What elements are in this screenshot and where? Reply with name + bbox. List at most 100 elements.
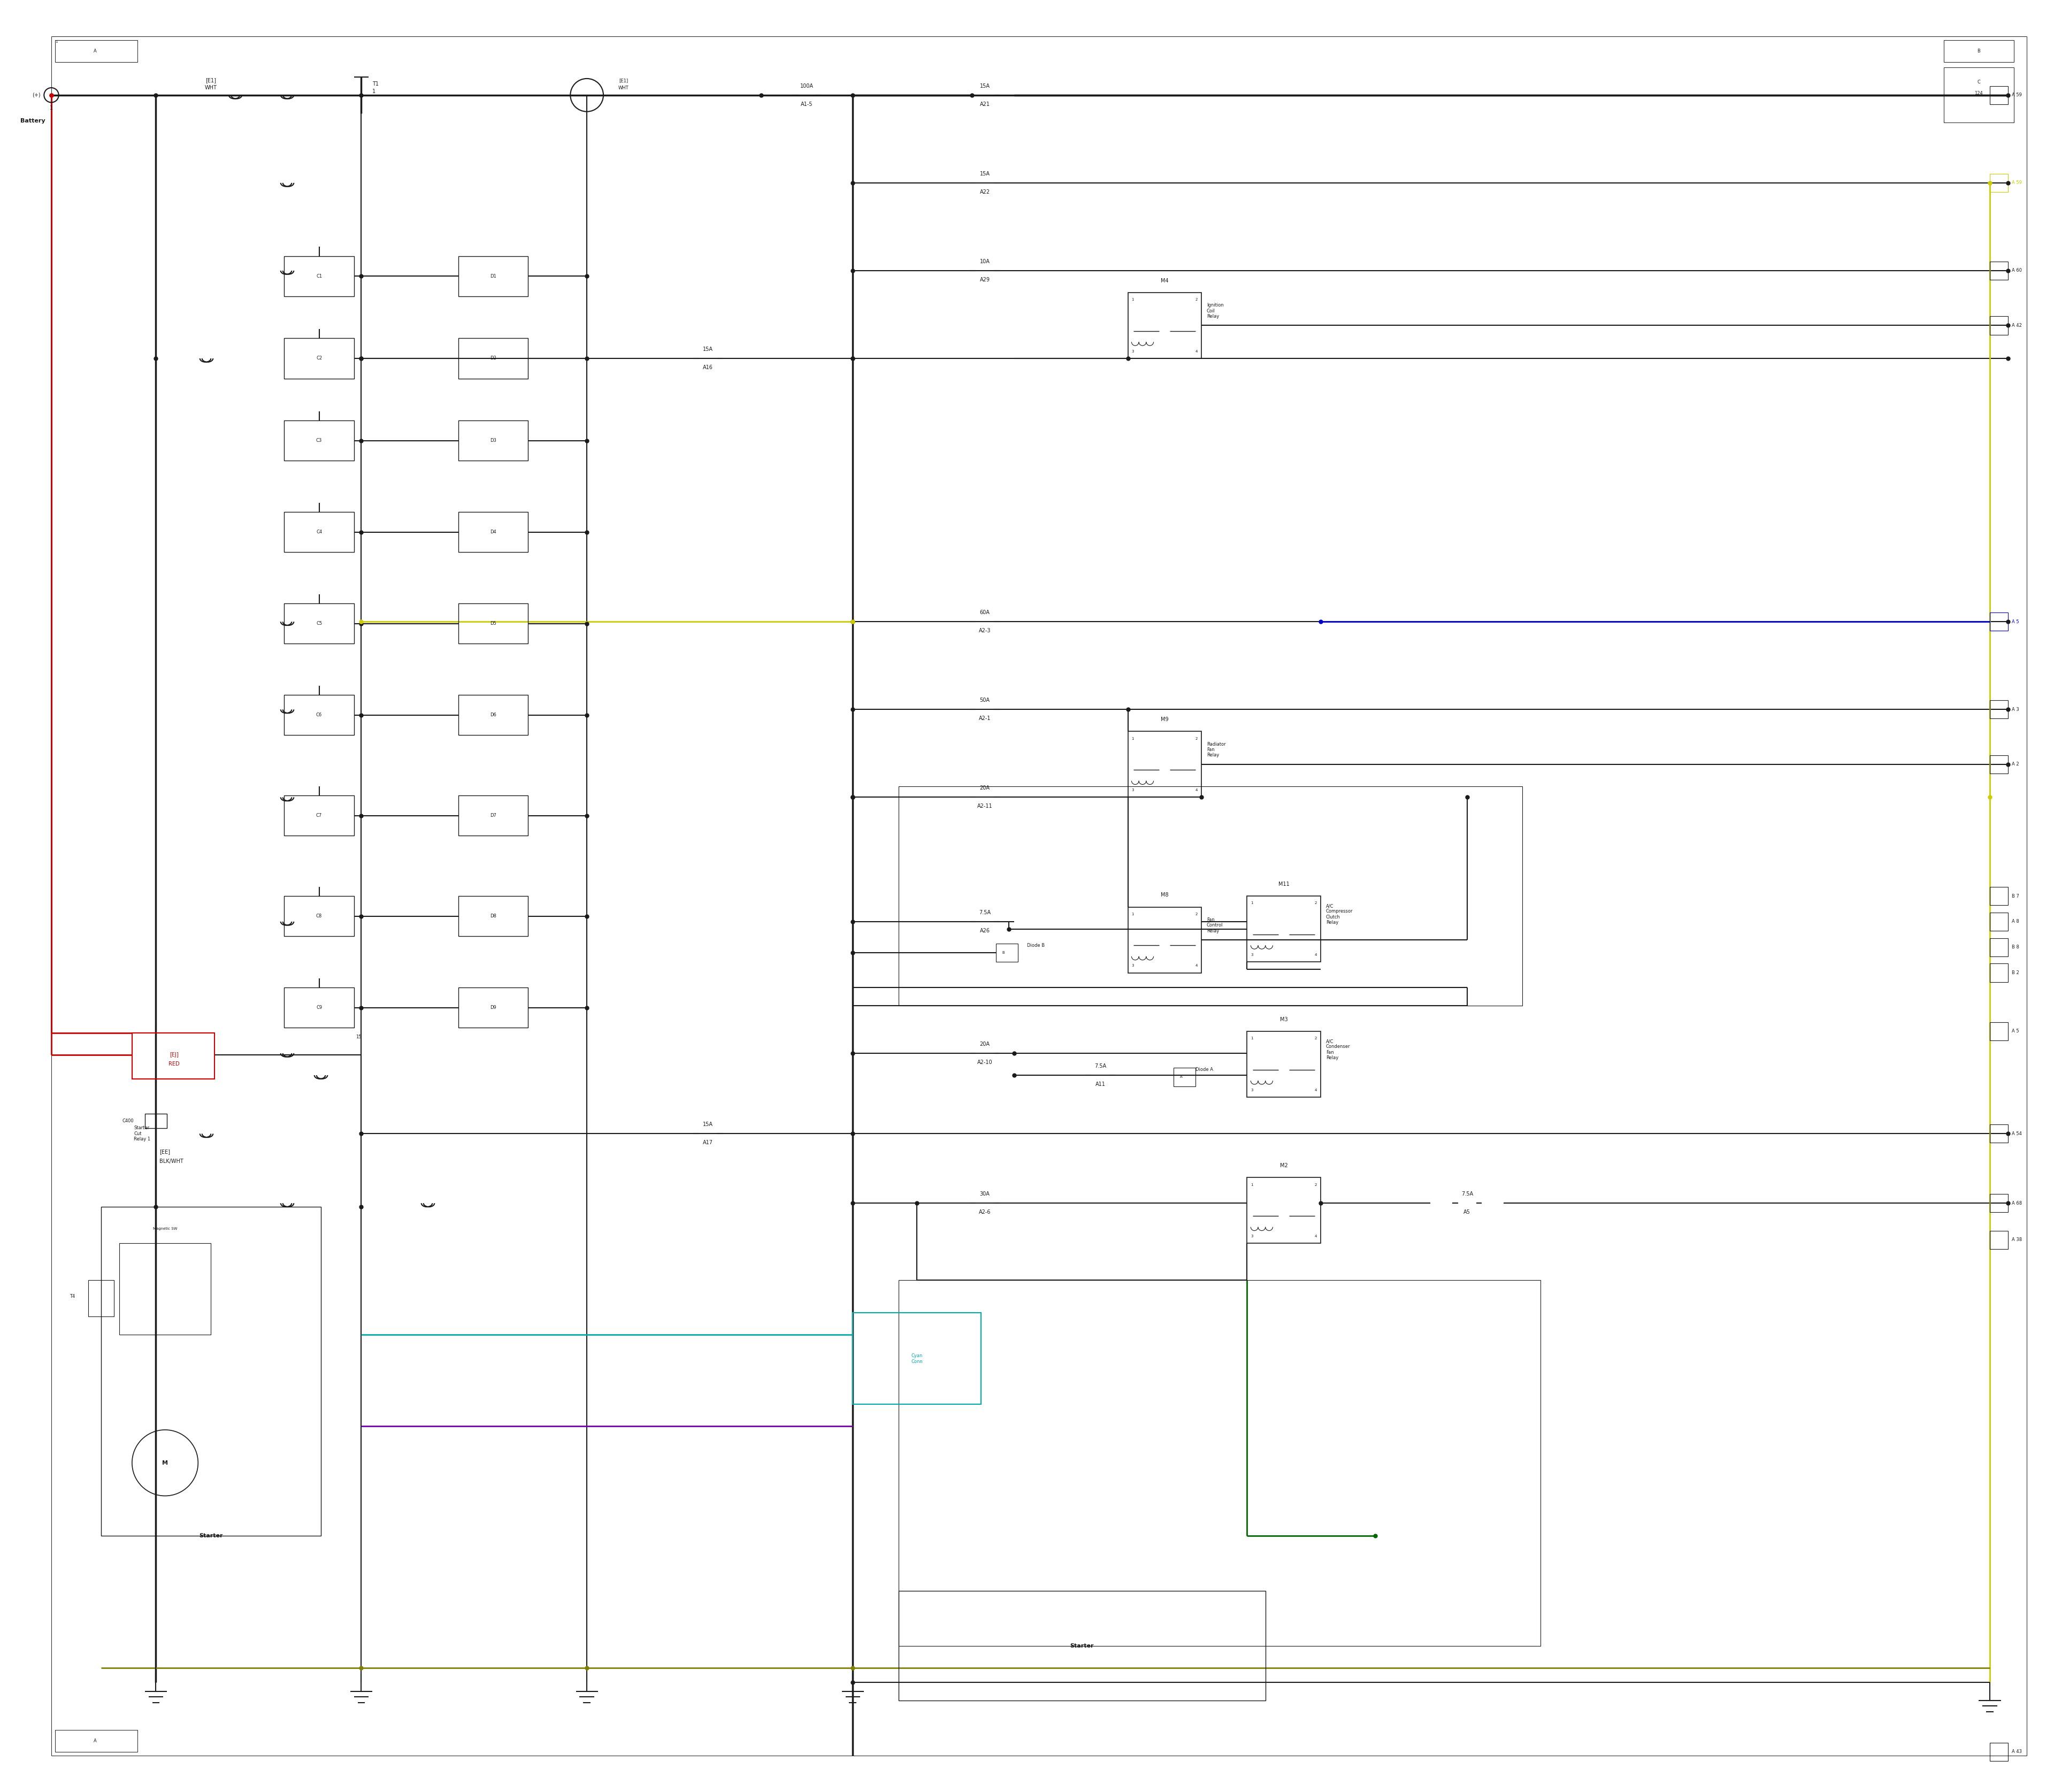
Bar — [1990, 912, 2009, 930]
Bar — [1990, 317, 2009, 335]
Bar — [88, 1279, 113, 1317]
Text: A16: A16 — [702, 366, 713, 371]
Text: A21: A21 — [980, 102, 990, 108]
Text: A26: A26 — [980, 928, 990, 934]
Text: 15A: 15A — [702, 346, 713, 351]
Bar — [458, 256, 528, 296]
Text: 15A: 15A — [980, 82, 990, 88]
Bar — [283, 896, 353, 935]
Text: D1: D1 — [491, 274, 497, 278]
Text: A 54: A 54 — [2011, 1131, 2021, 1136]
Text: 20A: 20A — [980, 1041, 990, 1047]
Text: C2: C2 — [316, 357, 322, 360]
Text: A2-3: A2-3 — [980, 629, 990, 634]
Bar — [283, 695, 353, 735]
Text: 15A: 15A — [980, 170, 990, 176]
Text: BLK/WHT: BLK/WHT — [160, 1158, 183, 1163]
Text: A 8: A 8 — [2011, 919, 2019, 925]
Bar — [1990, 1193, 2009, 1213]
Text: C7: C7 — [316, 814, 322, 817]
Text: B: B — [1978, 48, 1980, 54]
Text: M9: M9 — [1161, 717, 1169, 722]
Text: 1: 1 — [49, 106, 53, 111]
Text: WHT: WHT — [618, 86, 629, 90]
Text: 2: 2 — [1195, 912, 1197, 916]
Text: 4: 4 — [1315, 1088, 1317, 1091]
Text: 60A: 60A — [980, 609, 990, 615]
Text: C3: C3 — [316, 439, 322, 443]
Text: 3: 3 — [1132, 788, 1134, 792]
Text: Starter
Cut
Relay 1: Starter Cut Relay 1 — [134, 1125, 150, 1142]
Text: A 68: A 68 — [2011, 1201, 2021, 1206]
Text: D7: D7 — [491, 814, 497, 817]
Text: C8: C8 — [316, 914, 322, 919]
Text: T1: T1 — [372, 81, 378, 86]
Text: B 8: B 8 — [2011, 944, 2019, 950]
Text: 1: 1 — [1251, 901, 1253, 905]
Text: M3: M3 — [1280, 1016, 1288, 1021]
Bar — [283, 796, 353, 835]
Bar — [119, 1244, 212, 1335]
Text: 3: 3 — [1251, 953, 1253, 957]
Text: A5: A5 — [1465, 1210, 1471, 1215]
Text: (+): (+) — [33, 93, 41, 99]
Bar — [283, 513, 353, 552]
Bar — [1990, 701, 2009, 719]
Text: 7.5A: 7.5A — [1095, 1063, 1107, 1068]
Text: A2-6: A2-6 — [980, 1210, 990, 1215]
Text: D3: D3 — [491, 439, 497, 443]
Text: Magnetic SW: Magnetic SW — [152, 1228, 177, 1231]
Text: 4: 4 — [1195, 349, 1197, 353]
Text: 124: 124 — [1974, 91, 1982, 95]
Text: Battery: Battery — [21, 118, 45, 124]
Text: A29: A29 — [980, 278, 990, 283]
Text: C1: C1 — [316, 274, 322, 278]
Text: [E1]: [E1] — [618, 79, 629, 82]
Text: 1: 1 — [55, 39, 58, 43]
Text: A/C
Compressor
Clutch
Relay: A/C Compressor Clutch Relay — [1327, 903, 1354, 925]
Text: A: A — [1179, 1075, 1183, 1079]
Bar — [1990, 887, 2009, 905]
Text: M: M — [162, 1460, 168, 1466]
Text: 7.5A: 7.5A — [1460, 1192, 1473, 1197]
Bar — [996, 944, 1019, 962]
Text: Fan
Control
Relay: Fan Control Relay — [1208, 918, 1222, 934]
Text: A 43: A 43 — [2011, 1749, 2021, 1754]
Bar — [283, 256, 353, 296]
Text: Starter: Starter — [199, 1534, 222, 1539]
Text: 3: 3 — [1251, 1235, 1253, 1238]
Text: B: B — [1002, 952, 1004, 955]
Bar — [1990, 174, 2009, 192]
Text: D5: D5 — [491, 622, 497, 625]
Text: M2: M2 — [1280, 1163, 1288, 1168]
Bar — [1128, 731, 1202, 797]
Text: A 5: A 5 — [2011, 620, 2019, 624]
Text: C9: C9 — [316, 1005, 322, 1011]
Text: 2: 2 — [1315, 1183, 1317, 1186]
Text: A/C
Condenser
Fan
Relay: A/C Condenser Fan Relay — [1327, 1039, 1349, 1061]
Bar — [458, 796, 528, 835]
Bar — [1990, 1742, 2009, 1762]
Text: 3: 3 — [1132, 964, 1134, 968]
Text: 1: 1 — [1132, 912, 1134, 916]
Text: 1: 1 — [1132, 737, 1134, 740]
Text: A 38: A 38 — [2011, 1236, 2021, 1242]
Text: [EE]: [EE] — [160, 1149, 170, 1154]
Text: 3: 3 — [1251, 1088, 1253, 1091]
Text: [E1]: [E1] — [205, 77, 216, 82]
Text: Starter: Starter — [1070, 1643, 1095, 1649]
Text: WHT: WHT — [205, 84, 218, 90]
Text: A 5: A 5 — [2011, 1029, 2019, 1034]
Text: B 2: B 2 — [2011, 971, 2019, 975]
Bar — [1128, 907, 1202, 973]
Text: Cyan
Conn: Cyan Conn — [912, 1353, 922, 1364]
Text: Ignition
Coil
Relay: Ignition Coil Relay — [1208, 303, 1224, 319]
Text: A 2: A 2 — [2011, 762, 2019, 767]
Text: 1: 1 — [1251, 1183, 1253, 1186]
Bar — [283, 421, 353, 461]
Text: 30A: 30A — [980, 1192, 990, 1197]
Bar — [101, 1206, 320, 1536]
Text: 4: 4 — [1195, 788, 1197, 792]
Bar — [1990, 613, 2009, 631]
Text: A2-10: A2-10 — [978, 1059, 992, 1064]
